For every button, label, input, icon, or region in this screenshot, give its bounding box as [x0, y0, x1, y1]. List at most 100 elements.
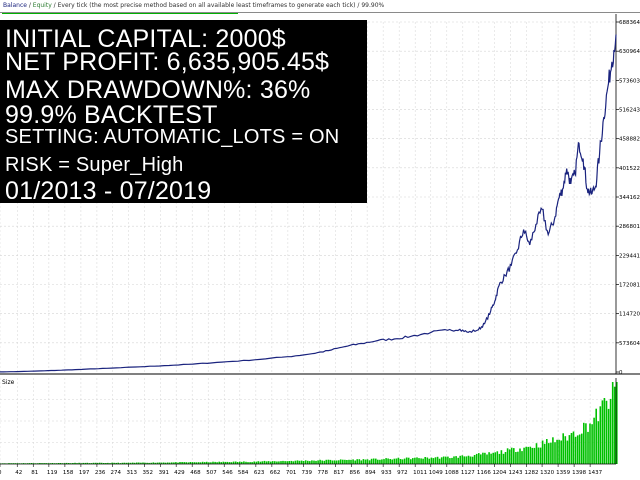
- size-bar: [45, 463, 47, 464]
- size-bar: [438, 458, 441, 464]
- size-bar: [313, 460, 315, 464]
- size-bar: [383, 459, 385, 464]
- size-bar: [449, 458, 451, 464]
- size-bar: [193, 462, 196, 464]
- balance-axis: 6883640 6309640 5736036 5162433 4588829 40152…: [615, 14, 640, 376]
- size-bar: [325, 459, 328, 464]
- size-bar: [212, 461, 214, 464]
- size-tick-label: 894: [365, 470, 376, 476]
- size-bar: [440, 457, 443, 464]
- size-bar: [185, 462, 187, 464]
- size-tick-label: 972: [397, 470, 408, 476]
- size-bar: [482, 452, 484, 464]
- size-bar: [593, 417, 595, 464]
- size-bar: [453, 456, 455, 464]
- size-tick-label: 274: [111, 470, 122, 476]
- size-bar: [354, 460, 356, 464]
- size-bar: [346, 460, 348, 464]
- size-bar: [428, 458, 431, 464]
- size-bar: [403, 458, 406, 464]
- size-bar: [405, 457, 408, 464]
- size-bar: [502, 453, 505, 464]
- size-bar: [142, 462, 144, 464]
- size-bar: [59, 463, 62, 464]
- size-bar: [364, 459, 367, 464]
- size-bar: [488, 452, 490, 464]
- size-bar: [510, 447, 513, 464]
- size-bar: [432, 458, 435, 464]
- size-bar: [471, 456, 474, 464]
- size-bar: [86, 462, 89, 464]
- size-bar: [113, 462, 115, 464]
- size-bar: [274, 461, 276, 464]
- size-bar: [267, 461, 270, 464]
- size-bar: [399, 459, 402, 464]
- size-tick-label: 778: [317, 470, 328, 476]
- size-bar: [504, 452, 507, 464]
- size-bar: [597, 421, 600, 464]
- size-bar: [319, 459, 321, 464]
- size-bar: [111, 462, 113, 464]
- size-tick-label: 81: [31, 470, 38, 476]
- size-bar: [552, 437, 554, 464]
- size-bar: [109, 463, 111, 464]
- size-bar: [329, 459, 332, 464]
- size-bar: [327, 459, 330, 464]
- size-bar: [480, 454, 482, 464]
- size-bar: [63, 463, 66, 464]
- size-bar: [249, 462, 251, 464]
- size-bar: [243, 461, 245, 464]
- size-bar: [8, 463, 10, 464]
- size-bar: [74, 462, 76, 464]
- size-bar: [348, 459, 350, 464]
- size-bar: [160, 462, 163, 464]
- size-tick-label: 313: [127, 470, 138, 476]
- size-bar: [307, 460, 309, 464]
- size-bar: [611, 382, 614, 464]
- size-bar: [156, 462, 159, 464]
- size-bar: [265, 461, 268, 464]
- size-tick-label: 1398: [572, 470, 586, 476]
- size-bar: [136, 462, 138, 464]
- size-bar: [191, 462, 194, 464]
- size-bar: [239, 461, 241, 464]
- size-bar: [173, 462, 175, 464]
- size-bar: [206, 461, 208, 464]
- size-bar: [459, 455, 461, 464]
- size-bar: [82, 462, 84, 464]
- size-bar: [494, 452, 496, 464]
- size-bar: [333, 460, 336, 464]
- size-tick-label: 352: [143, 470, 154, 476]
- size-bar: [175, 462, 177, 464]
- size-bar: [436, 456, 439, 464]
- size-bar: [201, 461, 204, 464]
- size-bar: [445, 456, 447, 464]
- size-bar: [296, 460, 299, 464]
- size-tick-label: 546: [222, 470, 233, 476]
- size-bar: [366, 459, 369, 464]
- size-bar: [455, 456, 457, 464]
- size-tick-label: 1127: [461, 470, 475, 476]
- size-bar: [28, 463, 31, 464]
- size-tick-label: 1049: [429, 470, 443, 476]
- size-bar: [601, 400, 604, 464]
- model-description: Every tick (the most precise method base…: [57, 2, 385, 9]
- size-bar: [245, 461, 247, 464]
- size-bar: [410, 459, 412, 464]
- size-bar: [418, 458, 420, 464]
- size-bar: [230, 462, 233, 464]
- size-tick-label: 662: [270, 470, 281, 476]
- size-bar: [92, 462, 95, 464]
- size-bar: [377, 459, 379, 464]
- size-bar: [539, 447, 542, 464]
- size-bar: [395, 458, 398, 464]
- size-bar: [158, 462, 161, 464]
- size-bar: [271, 461, 274, 464]
- size-bar: [587, 431, 589, 464]
- size-tick-label: 158: [63, 470, 74, 476]
- size-bar: [533, 447, 536, 464]
- size-bar: [292, 461, 295, 464]
- size-bar: [107, 462, 109, 464]
- size-bar: [591, 424, 593, 464]
